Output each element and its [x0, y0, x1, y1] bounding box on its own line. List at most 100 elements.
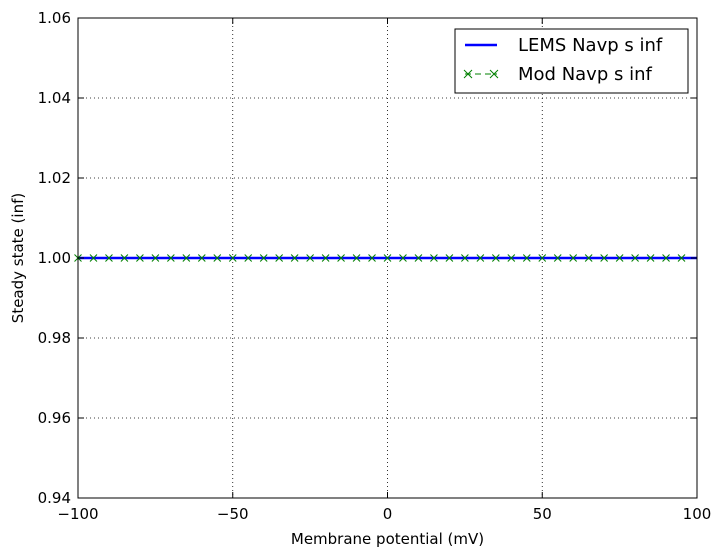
legend-marker-stroke: [489, 69, 499, 79]
marker-stroke: [553, 254, 562, 262]
data-point-mod-navp-s-inf: [105, 254, 113, 262]
data-point-mod-navp-s-inf: [306, 254, 314, 262]
data-point-mod-navp-s-inf: [507, 254, 516, 262]
data-point-mod-navp-s-inf: [476, 254, 485, 262]
marker-stroke: [430, 254, 438, 262]
data-point-mod-navp-s-inf: [538, 254, 547, 262]
marker-stroke: [445, 254, 454, 262]
marker-stroke: [584, 254, 593, 262]
data-point-mod-navp-s-inf: [414, 254, 423, 262]
legend-swatch-mod: [463, 69, 499, 79]
marker-stroke: [306, 254, 314, 262]
marker-stroke: [399, 254, 407, 262]
marker-stroke: [337, 254, 345, 262]
data-point-mod-navp-s-inf: [677, 254, 686, 262]
marker-stroke: [491, 254, 500, 262]
x-tick-label: 0: [383, 505, 393, 523]
y-tick-label: 0.96: [38, 409, 71, 427]
marker-stroke: [213, 254, 222, 262]
y-tick-label: 1.00: [38, 249, 71, 267]
x-tick-label: −100: [57, 505, 98, 523]
data-point-mod-navp-s-inf: [368, 254, 376, 262]
data-point-mod-navp-s-inf: [213, 254, 222, 262]
data-point-mod-navp-s-inf: [631, 254, 639, 262]
marker-stroke: [259, 254, 268, 262]
x-tick-label: 100: [683, 505, 712, 523]
data-point-mod-navp-s-inf: [197, 254, 206, 262]
data-point-mod-navp-s-inf: [399, 254, 407, 262]
marker-stroke: [244, 254, 253, 262]
marker-stroke: [538, 254, 547, 262]
marker-stroke: [476, 254, 485, 262]
y-tick-label: 1.02: [38, 169, 71, 187]
marker-stroke: [414, 254, 423, 262]
data-point-mod-navp-s-inf: [182, 254, 191, 262]
marker-stroke: [275, 254, 284, 262]
marker-stroke: [120, 254, 129, 262]
marker-stroke: [151, 254, 160, 262]
data-point-mod-navp-s-inf: [461, 254, 469, 262]
marker-stroke: [522, 254, 531, 262]
marker-stroke: [507, 254, 516, 262]
data-point-mod-navp-s-inf: [445, 254, 454, 262]
legend-marker-stroke: [463, 69, 473, 79]
x-tick-label: 50: [533, 505, 552, 523]
legend-box: [454, 28, 689, 94]
data-point-mod-navp-s-inf: [89, 254, 98, 262]
data-point-mod-navp-s-inf: [430, 254, 438, 262]
marker-stroke: [197, 254, 206, 262]
marker-stroke: [166, 254, 175, 262]
legend-label-lems: LEMS Navp s inf: [518, 35, 663, 56]
ticks: −100 −50 0 50 100 0.94 0.96 0.98 1.00 1.02 1.04 1.0…: [38, 9, 712, 523]
x-axis-label: Membrane potential (mV): [291, 530, 484, 548]
data-point-mod-navp-s-inf: [615, 254, 624, 262]
y-axis-label: Steady state (inf): [9, 193, 27, 323]
y-tick-label: 0.98: [38, 329, 71, 347]
marker-stroke: [136, 254, 144, 262]
marker-stroke: [182, 254, 191, 262]
marker-stroke: [290, 254, 299, 262]
data-point-mod-navp-s-inf: [569, 254, 578, 262]
data-point-mod-navp-s-inf: [383, 254, 392, 262]
data-point-mod-navp-s-inf: [662, 254, 670, 262]
data-point-mod-navp-s-inf: [584, 254, 593, 262]
data-point-mod-navp-s-inf: [352, 254, 361, 262]
data-point-mod-navp-s-inf: [136, 254, 144, 262]
legend-label-mod: Mod Navp s inf: [518, 64, 652, 85]
marker-stroke: [383, 254, 392, 262]
marker-stroke: [368, 254, 376, 262]
data-point-mod-navp-s-inf: [600, 254, 609, 262]
marker-stroke: [677, 254, 686, 262]
marker-stroke: [321, 254, 330, 262]
y-tick-label: 1.06: [38, 9, 71, 27]
marker-stroke: [352, 254, 361, 262]
y-tick-label: 0.94: [38, 489, 71, 507]
data-point-mod-navp-s-inf: [337, 254, 345, 262]
data-point-mod-navp-s-inf: [275, 254, 284, 262]
data-point-mod-navp-s-inf: [321, 254, 330, 262]
series-layer: [74, 254, 697, 262]
marker-stroke: [631, 254, 639, 262]
marker-stroke: [89, 254, 98, 262]
data-point-mod-navp-s-inf: [491, 254, 500, 262]
data-point-mod-navp-s-inf: [120, 254, 129, 262]
marker-stroke: [105, 254, 113, 262]
marker-stroke: [600, 254, 609, 262]
data-point-mod-navp-s-inf: [166, 254, 175, 262]
data-point-mod-navp-s-inf: [522, 254, 531, 262]
data-point-mod-navp-s-inf: [646, 254, 655, 262]
data-point-mod-navp-s-inf: [259, 254, 268, 262]
data-point-mod-navp-s-inf: [228, 254, 237, 262]
marker-stroke: [569, 254, 578, 262]
data-point-mod-navp-s-inf: [244, 254, 253, 262]
data-point-mod-navp-s-inf: [151, 254, 160, 262]
y-tick-label: 1.04: [38, 89, 71, 107]
marker-stroke: [615, 254, 624, 262]
data-point-mod-navp-s-inf: [553, 254, 562, 262]
x-tick-label: −50: [217, 505, 249, 523]
marker-stroke: [662, 254, 670, 262]
marker-stroke: [461, 254, 469, 262]
legend: LEMS Navp s inf Mod Navp s inf: [454, 28, 689, 94]
marker-stroke: [646, 254, 655, 262]
